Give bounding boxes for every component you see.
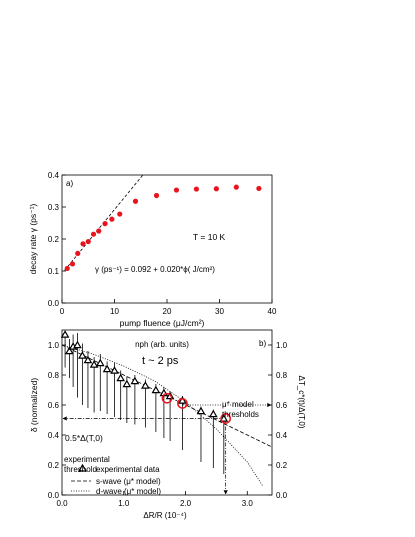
experimental-data-point <box>219 414 229 422</box>
b-ytick-label: 0.8 <box>48 371 60 380</box>
panel-b-x-axis: 0.0 1.0 2.0 3.0 <box>56 491 253 508</box>
a-data-point <box>117 211 123 217</box>
legend-entry-swave: s-wave (μ* model) <box>96 477 161 486</box>
experimental-data-point <box>65 346 74 355</box>
temperature-label: T = 10 K <box>193 232 226 242</box>
model-thresholds-label-line2: thresholds <box>222 410 259 419</box>
b-ytick-label: 0.0 <box>48 491 60 500</box>
b-ytick-label: 0.4 <box>48 431 60 440</box>
b-xtick-label: 2.0 <box>180 499 192 508</box>
panel-b-right-y-axis: 0.0 0.2 0.4 0.6 0.8 1.0 <box>268 341 288 500</box>
panel-a-y-axis: 0.0 0.1 0.2 0.3 0.4 <box>48 171 66 308</box>
experimental-data-point <box>60 330 70 338</box>
a-ytick-label: 0.2 <box>48 235 60 244</box>
experimental-data-point <box>130 376 140 385</box>
a-xtick-label: 10 <box>110 307 119 316</box>
b-y2tick-label: 0.0 <box>276 491 288 500</box>
a-xtick-label: 40 <box>268 307 277 316</box>
panel-a: a) 0.0 0.1 0.2 0.3 0.4 0 10 20 30 40 decay rate … <box>28 171 277 349</box>
panel-b-y-axis: 0.0 0.2 0.4 0.6 0.8 1.0 <box>48 341 66 500</box>
experimental-data-point <box>78 351 87 359</box>
b-xtick-label: 1.0 <box>118 499 130 508</box>
experimental-data-point <box>95 358 105 367</box>
panel-a-label: a) <box>66 179 73 188</box>
legend-triangle-icon <box>77 463 88 472</box>
a-data-point <box>213 186 219 192</box>
panel-b-right-y-axis-title: ΔT_c*(t)/Δ(T,0) <box>297 376 306 429</box>
a-ytick-label: 0.1 <box>48 267 60 276</box>
b-xtick-label: 0.0 <box>56 499 68 508</box>
panel-a-y-axis-title: decay rate γ (ps⁻¹) <box>28 204 38 275</box>
experimental-threshold-label-line1: experimental <box>64 455 110 464</box>
panel-a-data-points <box>64 184 262 272</box>
a-xtick-label: 30 <box>215 307 224 316</box>
b-y2tick-label: 0.8 <box>276 371 288 380</box>
experimental-data-point <box>208 409 218 418</box>
legend: experimental data s-wave (μ* model) d-wa… <box>71 463 161 496</box>
panel-b-label: b) <box>259 339 266 348</box>
half-gap-label: 0.5*Δ(T,0) <box>65 433 103 443</box>
a-data-point <box>96 228 102 234</box>
b-ytick-label: 1.0 <box>48 341 60 350</box>
b-y2tick-label: 0.2 <box>276 461 288 470</box>
a-data-point <box>256 185 262 192</box>
experimental-data-point <box>196 406 206 415</box>
experimental-data-point <box>73 340 82 349</box>
panel-b-y-axis-title: δ (normalized) <box>29 378 39 432</box>
a-data-point <box>109 216 115 222</box>
threshold-marker <box>177 398 188 409</box>
panel-b: b) t ~ 2 ps 0.0 0.2 0.4 0.6 0.8 1.0 0.0 0.2 0.4… <box>29 329 306 520</box>
b-xtick-label: 3.0 <box>242 499 254 508</box>
legend-entry-experimental: experimental data <box>96 465 160 474</box>
b-ytick-label: 0.6 <box>48 401 60 410</box>
experimental-data-point <box>89 360 99 368</box>
a-data-point <box>75 250 81 256</box>
a-data-point <box>173 187 180 193</box>
b-y2tick-label: 0.6 <box>276 401 288 410</box>
experimental-data-point <box>110 366 119 374</box>
a-data-point <box>193 186 199 192</box>
a-xtick-label: 0 <box>60 307 65 316</box>
panel-b-frame <box>61 329 273 496</box>
panel-a-secondary-x-title: nph (arb. units) <box>135 340 189 349</box>
model-thresholds-label-line1: μ* model <box>222 400 254 409</box>
legend-entry-dwave: d-wave (μ* model) <box>96 487 161 496</box>
a-data-point <box>132 198 139 204</box>
threshold-markers <box>161 392 232 424</box>
experimental-data-point <box>102 364 112 373</box>
panel-a-x-axis-title: pump fluence (μJ/cm²) <box>120 318 205 328</box>
a-ytick-label: 0.3 <box>48 203 60 212</box>
panel-a-frame <box>61 174 273 304</box>
a-ytick-label: 0.0 <box>48 299 60 308</box>
fit-equation: γ (ps⁻¹) = 0.092 + 0.020*ϕ( J/cm²) <box>95 265 215 274</box>
a-data-point <box>102 221 108 227</box>
b-y2tick-label: 0.4 <box>276 431 288 440</box>
a-data-point <box>85 238 91 245</box>
experimental-data-point <box>83 355 93 364</box>
threshold-marker <box>161 392 173 404</box>
a-data-point <box>233 184 239 190</box>
experimental-data-point <box>122 379 132 388</box>
b-y2tick-label: 1.0 <box>276 341 288 350</box>
a-data-point <box>80 241 86 247</box>
a-data-point <box>64 265 70 272</box>
experimental-data-point <box>178 396 187 404</box>
a-data-point <box>90 231 97 237</box>
experimental-data-point <box>151 385 161 394</box>
experimental-data-point <box>116 373 126 382</box>
b-ytick-label: 0.2 <box>48 461 60 470</box>
experimental-data-points <box>60 330 229 422</box>
panel-b-x-axis-title: ΔR/R (10⁻⁴) <box>143 511 187 520</box>
panel-b-title: t ~ 2 ps <box>142 355 179 367</box>
a-data-point <box>69 261 76 267</box>
a-xtick-label: 20 <box>163 307 172 316</box>
threshold-marker <box>220 413 232 424</box>
a-ytick-label: 0.4 <box>48 171 60 180</box>
a-data-point <box>153 192 160 199</box>
experimental-data-point <box>141 381 150 389</box>
panel-a-x-axis: 0 10 20 30 40 <box>60 299 277 316</box>
